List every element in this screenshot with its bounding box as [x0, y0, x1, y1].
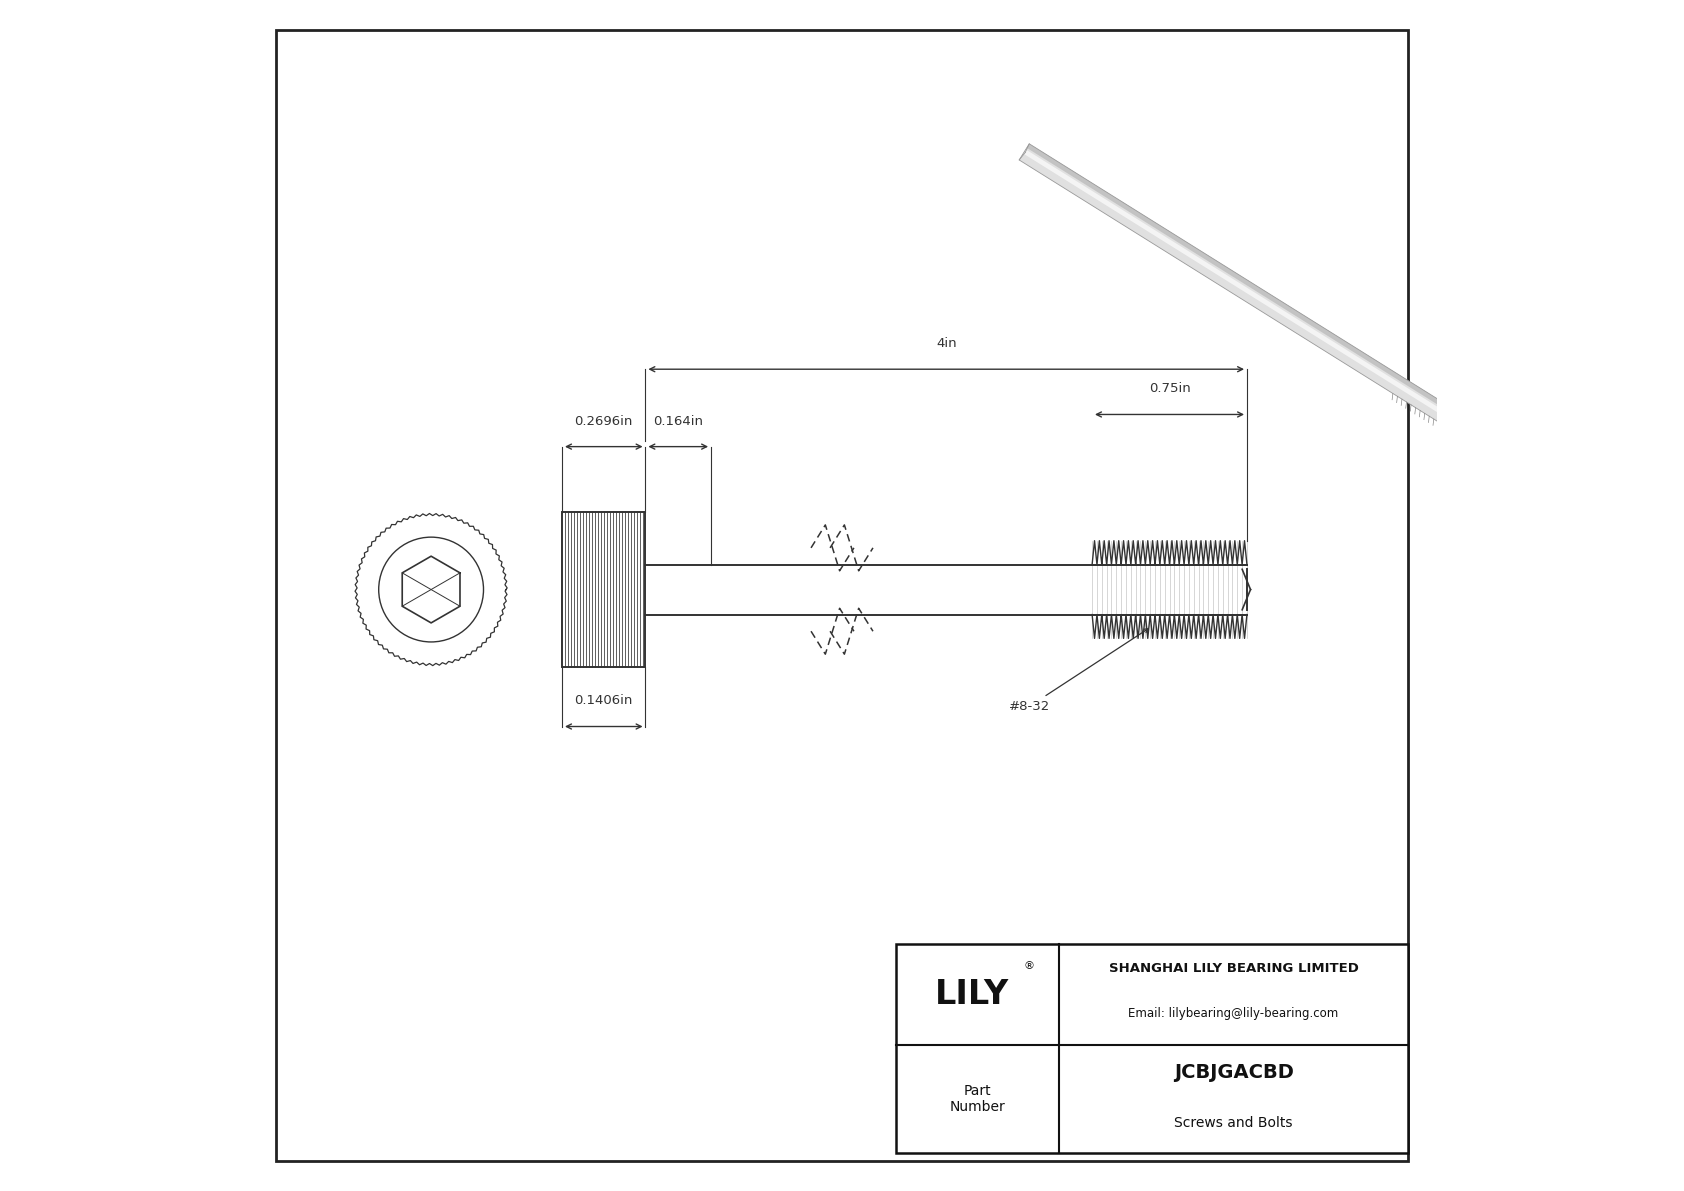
Text: ®: ® — [1024, 961, 1034, 971]
Polygon shape — [1019, 144, 1494, 450]
Text: JCBJGACBD: JCBJGACBD — [1174, 1064, 1293, 1081]
Text: 0.75in: 0.75in — [1148, 382, 1191, 395]
Bar — [896, 944, 1408, 1153]
Text: 0.2696in: 0.2696in — [574, 414, 633, 428]
Polygon shape — [1495, 420, 1543, 456]
Text: #8-32: #8-32 — [1009, 629, 1148, 713]
Polygon shape — [1024, 149, 1490, 444]
Text: Screws and Bolts: Screws and Bolts — [1174, 1116, 1293, 1129]
Text: SHANGHAI LILY BEARING LIMITED: SHANGHAI LILY BEARING LIMITED — [1108, 962, 1359, 974]
Text: 0.164in: 0.164in — [653, 414, 704, 428]
Text: 0.1406in: 0.1406in — [574, 694, 633, 707]
Text: 4in: 4in — [936, 337, 957, 350]
Bar — [562, 512, 645, 667]
Text: LILY: LILY — [935, 978, 1009, 1011]
Text: Email: lilybearing@lily-bearing.com: Email: lilybearing@lily-bearing.com — [1128, 1008, 1339, 1019]
Polygon shape — [1027, 144, 1494, 438]
Text: Part
Number: Part Number — [950, 1084, 1005, 1114]
Polygon shape — [1487, 437, 1532, 470]
Polygon shape — [1475, 420, 1543, 490]
